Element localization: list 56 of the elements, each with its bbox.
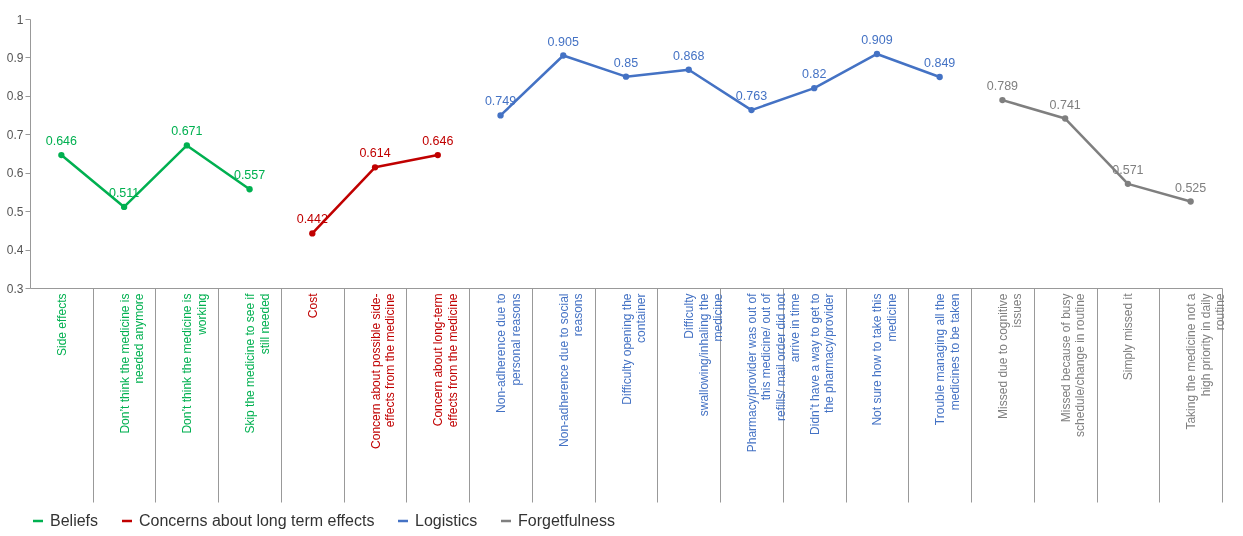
data-label: 0.671 [171, 124, 203, 139]
legend-label: Beliefs [50, 512, 99, 529]
x-tick-label: Don’t think the medicine is needed anymore [117, 293, 147, 434]
point [58, 151, 65, 159]
data-label: 0.646 [45, 134, 78, 149]
data-label: 0.646 [422, 134, 454, 149]
legend-label: Logistics [415, 512, 478, 529]
point [999, 96, 1006, 104]
data-label: 0.849 [924, 56, 956, 71]
y-tick-label: 0.8 [6, 89, 24, 104]
data-label: 0.82 [802, 67, 827, 82]
data-label: 0.557 [233, 168, 266, 183]
point [1187, 198, 1194, 205]
x-tick-label: Missed due to cognitive issues [995, 293, 1025, 419]
x-tick-label: Simply missed it [1121, 292, 1136, 381]
data-label: 0.868 [673, 48, 705, 63]
data-label: 0.525 [1174, 180, 1207, 195]
legend-label: Concerns about long term effects [139, 512, 375, 529]
data-label: 0.905 [547, 34, 579, 49]
x-tick-label: Cost [305, 292, 320, 319]
data-label: 0.763 [735, 89, 768, 104]
x-tick-label: Non-adherence due to personal reasons [494, 293, 523, 413]
y-tick-label: 0.9 [6, 50, 24, 65]
point [1062, 115, 1069, 122]
x-tick-label: Non-adherence due to social reasons [556, 293, 586, 447]
point [246, 186, 253, 193]
point [685, 66, 692, 73]
data-label: 0.614 [359, 146, 391, 161]
y-tick-label: 0.4 [6, 243, 24, 258]
x-tick-label: Concern about possible side-effects from the medicine [368, 293, 398, 449]
x-tick-label: Side effects [54, 293, 69, 356]
point [309, 230, 316, 237]
data-label: 0.789 [986, 79, 1019, 94]
point [811, 85, 818, 92]
point [622, 73, 630, 80]
point [748, 106, 755, 114]
point [120, 203, 128, 211]
point [183, 142, 190, 149]
point [434, 151, 441, 159]
point [497, 112, 504, 119]
x-tick-label: Don’t think the medicine is working [180, 293, 209, 434]
point [560, 52, 567, 59]
point [936, 73, 943, 81]
y-tick-label: 0.7 [6, 127, 24, 142]
y-tick-label: 0.6 [6, 166, 24, 181]
y-tick-label: 0.5 [6, 204, 24, 219]
x-tick-label: Taking the medicine not a high priority in daily routine [1184, 293, 1228, 430]
point [371, 164, 379, 171]
legend-label: Forgetfulness [518, 512, 615, 529]
point [1124, 180, 1132, 188]
data-label: 0.909 [861, 32, 893, 47]
data-label: 0.741 [1049, 97, 1081, 112]
point [873, 50, 881, 58]
y-tick-label: 1 [16, 12, 24, 27]
data-label: 0.85 [613, 55, 639, 70]
y-tick-label: 0.3 [6, 281, 24, 296]
